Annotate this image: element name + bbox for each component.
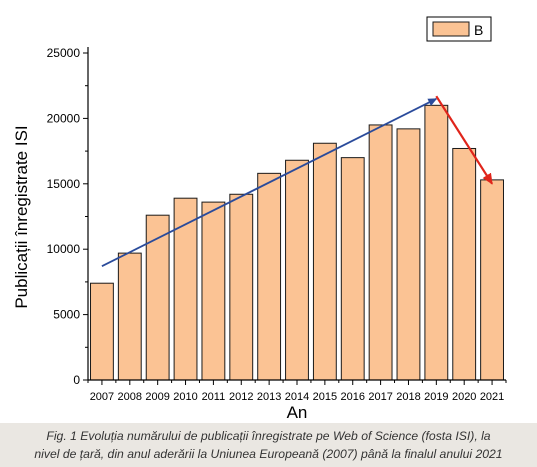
x-tick-label-2019: 2019 (424, 391, 448, 403)
bar-2011 (201, 201, 226, 381)
y-tick-label-0: 0 (73, 373, 80, 387)
x-tick-label-2020: 2020 (452, 391, 476, 403)
bar-chart: 0 5000 10000 15000 20000 25000 2007 2008 2009 201… (12, 16, 507, 422)
caption-line-1: Fig. 1 Evoluția numărului de publicații … (46, 429, 491, 443)
x-tick-label-2009: 2009 (145, 391, 169, 403)
x-tick-label-2007: 2007 (90, 391, 114, 403)
x-tick-label-2021: 2021 (480, 391, 504, 403)
bar-2007 (90, 282, 114, 381)
x-tick-label-2011: 2011 (202, 391, 226, 403)
x-tick-label-2015: 2015 (313, 391, 337, 403)
x-tick-label-2018: 2018 (396, 391, 420, 403)
x-tick-label-2014: 2014 (285, 391, 309, 403)
bar-2017 (368, 124, 393, 381)
x-tick-label-2008: 2008 (118, 391, 142, 403)
trend-arrow-decline (435, 95, 494, 185)
x-tick-label-2010: 2010 (173, 391, 197, 403)
x-tick-label-2016: 2016 (340, 391, 364, 403)
x-tick-label-2013: 2013 (257, 391, 281, 403)
trend-annotations (101, 95, 494, 268)
figure-caption: Fig. 1 Evoluția numărului de publicații … (0, 423, 537, 467)
bar-2010 (173, 197, 198, 381)
bar-2021 (480, 179, 504, 381)
bar-2016 (340, 157, 365, 381)
legend-swatch (432, 21, 470, 37)
x-tick-label-2017: 2017 (368, 391, 392, 403)
legend: B (426, 16, 492, 42)
y-tick-label-20000: 20000 (47, 111, 81, 125)
x-tick-label-2012: 2012 (229, 391, 253, 403)
bar-2013 (257, 172, 282, 381)
bar-2015 (312, 142, 337, 381)
bar-2020 (452, 147, 477, 381)
bar-2008 (117, 252, 142, 381)
x-axis-label: An (287, 403, 308, 422)
axes: 0 5000 10000 15000 20000 25000 2007 2008 2009 201… (47, 46, 507, 403)
trend-arrow-growth (101, 97, 438, 268)
bar-2014 (285, 159, 309, 381)
y-axis-label: Publicații înregistrate ISI (12, 125, 31, 308)
bar-2018 (396, 128, 421, 381)
y-tick-label-10000: 10000 (47, 242, 81, 256)
bars (90, 104, 504, 381)
caption-line-2: nivel de țară, din anul aderării la Uniu… (34, 447, 503, 461)
legend-label: B (474, 22, 483, 38)
bar-2012 (229, 193, 254, 381)
y-tick-label-5000: 5000 (53, 308, 80, 322)
y-tick-label-25000: 25000 (47, 46, 81, 60)
bar-2009 (145, 214, 170, 381)
bar-2019 (424, 104, 449, 381)
y-tick-label-15000: 15000 (47, 177, 81, 191)
